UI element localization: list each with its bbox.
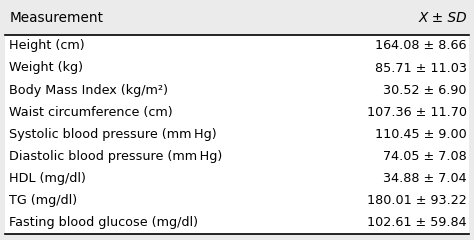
Text: Height (cm): Height (cm) bbox=[9, 39, 85, 52]
Bar bbox=[5, 101, 469, 123]
Bar bbox=[5, 57, 469, 79]
Bar bbox=[5, 190, 469, 212]
Text: TG (mg/dl): TG (mg/dl) bbox=[9, 194, 78, 207]
Text: 164.08 ± 8.66: 164.08 ± 8.66 bbox=[375, 39, 467, 52]
Text: Waist circumference (cm): Waist circumference (cm) bbox=[9, 106, 173, 119]
Bar bbox=[5, 35, 469, 57]
Text: Systolic blood pressure (mm Hg): Systolic blood pressure (mm Hg) bbox=[9, 128, 217, 141]
Bar bbox=[5, 212, 469, 234]
Text: Weight (kg): Weight (kg) bbox=[9, 61, 83, 74]
Text: 74.05 ± 7.08: 74.05 ± 7.08 bbox=[383, 150, 467, 163]
Text: Body Mass Index (kg/m²): Body Mass Index (kg/m²) bbox=[9, 84, 168, 97]
Bar bbox=[5, 11, 469, 35]
Text: HDL (mg/dl): HDL (mg/dl) bbox=[9, 172, 86, 185]
Text: Diastolic blood pressure (mm Hg): Diastolic blood pressure (mm Hg) bbox=[9, 150, 223, 163]
Bar bbox=[5, 145, 469, 168]
Text: 102.61 ± 59.84: 102.61 ± 59.84 bbox=[367, 216, 467, 229]
Text: X ± SD: X ± SD bbox=[418, 11, 467, 25]
Text: 180.01 ± 93.22: 180.01 ± 93.22 bbox=[367, 194, 467, 207]
Text: 107.36 ± 11.70: 107.36 ± 11.70 bbox=[367, 106, 467, 119]
Bar bbox=[5, 79, 469, 101]
Text: Fasting blood glucose (mg/dl): Fasting blood glucose (mg/dl) bbox=[9, 216, 199, 229]
Text: 110.45 ± 9.00: 110.45 ± 9.00 bbox=[375, 128, 467, 141]
Bar bbox=[5, 168, 469, 190]
Bar bbox=[5, 123, 469, 145]
Text: Measurement: Measurement bbox=[9, 11, 103, 25]
Text: 34.88 ± 7.04: 34.88 ± 7.04 bbox=[383, 172, 467, 185]
Text: 30.52 ± 6.90: 30.52 ± 6.90 bbox=[383, 84, 467, 97]
Text: 85.71 ± 11.03: 85.71 ± 11.03 bbox=[375, 61, 467, 74]
